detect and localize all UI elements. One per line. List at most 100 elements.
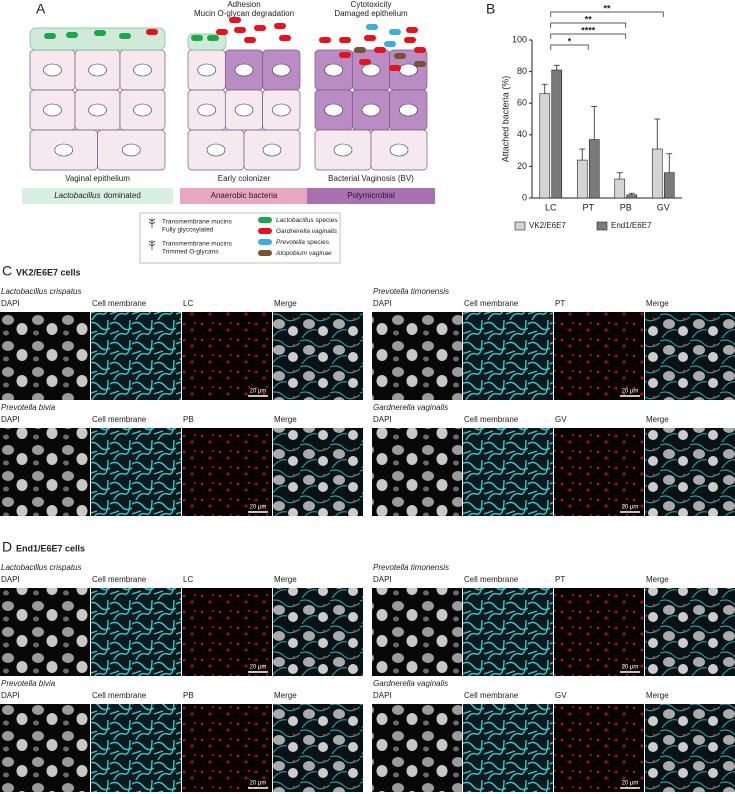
channel-label: Merge [646,575,669,584]
nucleus [333,143,353,157]
tag-italic: Lactobacillus [54,191,100,200]
bacterium [207,35,219,41]
micrograph [645,428,735,516]
legend-swatch [514,221,526,231]
channel-label: Cell membrane [464,575,519,584]
channel-label: PT [555,299,565,308]
x-tick-label: GV [657,202,670,212]
legend-text: species [316,217,339,224]
legend-swatch [258,239,272,245]
y-axis-label: Attached bacteria (%) [500,76,510,163]
bacterium [384,41,396,47]
mucin-icon [148,218,156,228]
panel-label: A [36,1,46,17]
bacterium [146,29,158,35]
nucleus [272,63,291,77]
mucin-label: Transmembrane mucins [162,241,233,248]
legend-label: Gardnerella vaginalis [276,228,338,235]
panel-title: VK2/E6E7 cells [16,267,81,277]
mucin-label: Fully glycosylated [162,227,214,234]
legend-label: Atopobium vaginae [275,250,332,257]
tag-text: Polymicrobial [347,191,395,200]
bacterium [389,29,401,35]
legend-label: End1/E6E7 [611,221,652,230]
error-bar [591,105,598,140]
scale-label: 20 µm [622,505,639,511]
bacterium [66,32,78,38]
channel-label: LC [183,575,193,584]
significance-bracket [550,11,664,17]
legend-italic: Atopobium vaginae [275,250,332,257]
micrograph [554,312,644,400]
micrograph [182,588,272,676]
error-bar [579,148,586,161]
channel-label: Merge [274,299,297,308]
bar [576,159,588,199]
nucleus [324,63,343,77]
species-name: Prevotella bivia [1,403,56,412]
channel-label: DAPI [373,415,392,424]
stage-caption: Early colonizer [218,174,271,183]
scale-label: 20 µm [622,781,639,787]
stage-header: Damaged epithelium [334,9,408,18]
nucleus [399,103,418,117]
scale-label: 20 µm [622,665,639,671]
significance-label: **** [581,25,596,35]
micrograph [91,428,181,516]
micrograph [645,588,735,676]
channel-label: DAPI [373,691,392,700]
micrograph [645,704,735,792]
stage-tag: Lactobacillus dominated [54,191,141,200]
micrograph [273,704,363,792]
bacterium [254,25,266,31]
stage-tag: Polymicrobial [347,191,395,200]
scale-label: 20 µm [622,389,639,395]
stage-tag-box [180,188,308,204]
mucin-label: Transmembrane mucins [162,219,233,226]
channel-label: Cell membrane [92,691,147,700]
micrograph [372,704,462,792]
micrograph [273,428,363,516]
legend-label: Lactobacillus species [276,217,338,224]
error-bar [666,153,673,173]
bacterium [119,33,131,39]
mucin-label: Trimmed O-glycans [162,249,219,256]
micrograph [463,588,553,676]
micrograph [554,704,644,792]
nucleus [272,103,291,117]
micrograph [91,312,181,400]
micrograph [0,428,90,516]
y-tick-label: 20 [517,161,527,171]
stage-caption: Bacterial Vaginosis (BV) [328,174,414,183]
bacterium [244,37,256,43]
stage-header: Adhesion [227,0,260,9]
legend-italic: Lactobacillus [276,217,314,224]
scale-label: 20 µm [250,781,267,787]
micrograph [0,704,90,792]
species-name: Lactobacillus crispatus [1,563,81,572]
y-tick-label: 100 [512,34,527,44]
micrograph [463,312,553,400]
channel-label: Merge [274,575,297,584]
significance-bracket [550,22,627,28]
scale-label: 20 µm [250,389,267,395]
channel-label: DAPI [1,299,20,308]
bar [551,69,563,199]
bacterium [279,35,291,41]
legend-label: VK2/E6E7 [529,221,566,230]
bacterium [364,35,376,41]
channel-label: Cell membrane [92,575,147,584]
channel-label: DAPI [373,575,392,584]
species-name: Lactobacillus crispatus [1,287,81,296]
channel-label: Cell membrane [92,299,147,308]
bar [663,172,675,199]
channel-label: Merge [646,299,669,308]
stage-tag-box [307,188,435,204]
nucleus [197,103,216,117]
micrograph [554,588,644,676]
stage-header: Mucin O-glycan degradation [194,9,294,18]
bacterium [414,61,426,67]
mucus [29,27,166,51]
nucleus [234,63,254,77]
scale-label: 20 µm [250,505,267,511]
